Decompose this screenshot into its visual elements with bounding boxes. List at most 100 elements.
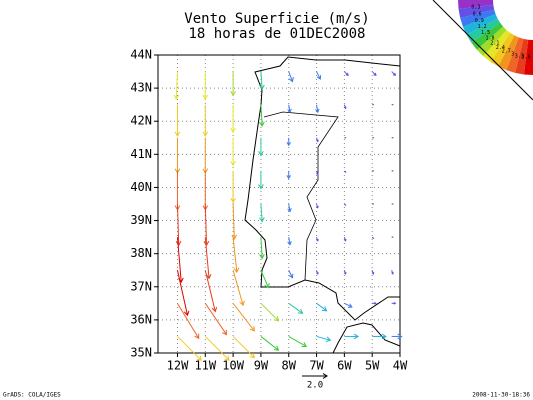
wind-vector: [202, 71, 209, 101]
arrow-shaft: [204, 237, 210, 279]
wind-vector: [258, 137, 264, 157]
color-key-label: 2.7: [502, 48, 511, 54]
arrow-head: [175, 240, 182, 247]
arrow-head: [392, 236, 394, 238]
arrow-head: [202, 131, 209, 137]
wind-vector: [391, 71, 397, 76]
wind-vector: [175, 203, 182, 247]
arrow-shaft: [260, 237, 263, 259]
arrow-head: [392, 103, 394, 106]
color-key: [506, 37, 524, 73]
wind-vector: [204, 270, 218, 313]
arrow-head: [259, 217, 265, 223]
arrow-shaft: [176, 270, 188, 316]
arrow-head: [183, 310, 190, 317]
wind-vector: [260, 302, 280, 322]
x-tick-label: 11W: [194, 359, 216, 373]
arrow-head: [315, 108, 320, 114]
arrow-head: [287, 108, 292, 114]
arrow-head: [273, 345, 280, 351]
wind-vector: [371, 270, 375, 275]
arrow-shaft: [176, 203, 180, 246]
wind-vector: [259, 104, 265, 127]
reference-label: 2.0: [307, 381, 323, 391]
wind-vector: [391, 236, 394, 238]
color-key: [462, 14, 498, 35]
wind-vector: [343, 104, 347, 110]
arrow-shaft: [316, 104, 319, 113]
wind-vector: [232, 303, 255, 332]
arrow-shaft: [176, 237, 182, 283]
arrow-shaft: [288, 104, 291, 113]
arrow-head: [249, 326, 255, 332]
wind-vector: [287, 237, 292, 246]
wind-vector: [287, 104, 292, 114]
wind-vector: [343, 270, 347, 275]
coastline: [244, 56, 401, 354]
wind-vector: [391, 137, 394, 139]
wind-vector: [177, 336, 202, 361]
wind-vector: [204, 336, 230, 361]
arrow-shaft: [204, 270, 216, 312]
x-tick-label: 5W: [365, 359, 380, 373]
arrow-shaft: [177, 336, 202, 361]
arrow-head: [287, 241, 292, 246]
arrow-head: [316, 172, 319, 176]
arrow-shaft: [232, 303, 255, 332]
wind-vector: [174, 170, 181, 211]
arrow-head: [239, 300, 245, 307]
arrow-head: [233, 267, 240, 274]
arrow-head: [316, 75, 322, 80]
x-tick-label: 10W: [222, 359, 244, 373]
wind-vector: [232, 237, 240, 274]
wind-vector: [316, 203, 319, 209]
wind-vector: [287, 203, 292, 213]
arrow-head: [205, 273, 212, 280]
arrow-head: [371, 272, 375, 275]
color-key: [523, 39, 533, 75]
arrow-shaft: [232, 336, 255, 359]
wind-vector: [316, 170, 319, 176]
arrow-head: [372, 137, 375, 139]
wind-vector: [258, 170, 264, 190]
wind-vector: [288, 336, 308, 348]
wind-vector: [372, 103, 375, 106]
x-tick-label: 12W: [167, 359, 189, 373]
arrow-head: [344, 171, 347, 173]
wind-vector: [259, 203, 265, 223]
wind-vector: [286, 170, 291, 180]
arrow-head: [343, 272, 347, 275]
wind-vector: [288, 302, 304, 314]
footer-right: 2008-11-30-18:36: [472, 392, 530, 399]
wind-vector: [174, 137, 181, 174]
wind-vector: [372, 137, 375, 139]
arrow-shaft: [288, 269, 293, 278]
y-tick-label: 42N: [130, 114, 152, 128]
x-tick-label: 6W: [337, 359, 352, 373]
arrow-head: [322, 373, 328, 379]
arrow-head: [211, 306, 218, 313]
arrow-shaft: [288, 237, 291, 245]
wind-vector: [204, 237, 212, 280]
arrow-head: [203, 240, 210, 247]
wind-vector: [177, 303, 200, 340]
wind-vector: [372, 170, 375, 172]
color-key: [476, 26, 507, 57]
wind-vector: [316, 71, 322, 80]
x-tick-label: 7W: [309, 359, 324, 373]
color-key-label: 2.4: [496, 45, 505, 51]
wind-vector: [231, 203, 238, 240]
arrow-head: [343, 106, 347, 110]
wind-vector: [371, 236, 375, 240]
wind-vector: [372, 203, 375, 205]
wind-vector: [391, 170, 394, 172]
y-tick-label: 39N: [130, 213, 152, 227]
wind-vector: [371, 71, 377, 76]
arrow-head: [230, 127, 236, 134]
arrow-shaft: [288, 302, 303, 314]
color-key: [471, 22, 504, 50]
wind-vector: [344, 333, 360, 340]
wind-vector: [391, 270, 394, 275]
color-key-label: 1.2: [478, 24, 487, 30]
wind-vector: [316, 270, 319, 275]
